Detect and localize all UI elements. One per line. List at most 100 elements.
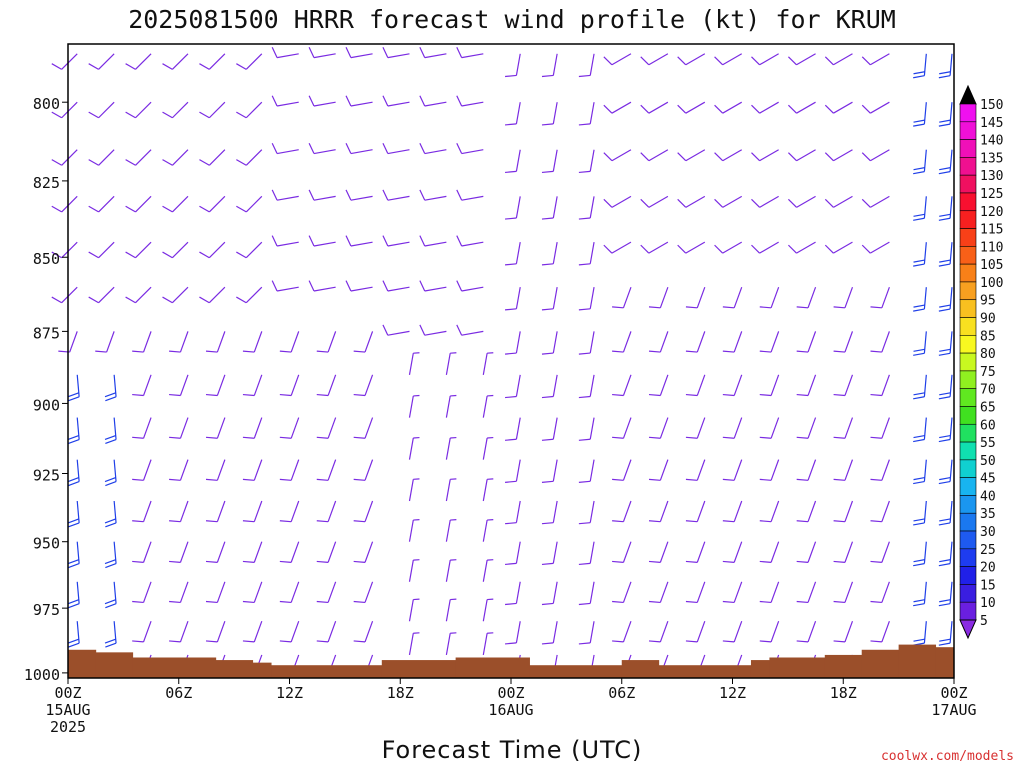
colorbar-label: 145 [980,116,1003,131]
barb-staff [276,286,299,292]
wind-barb [345,95,373,107]
barb-staff [807,459,817,481]
wind-barb [382,280,410,292]
wind-barb [541,541,558,566]
barb-feather [68,438,80,445]
wind-barb [541,242,558,266]
barb-staff [622,541,632,563]
wind-barb [316,331,337,353]
wind-barb [612,417,632,439]
barb-feather [316,393,329,397]
barb-staff [552,242,558,264]
barb-staff [364,581,374,603]
barb-feather [759,306,772,309]
barb-feather [456,280,463,292]
barb-staff [179,459,189,481]
wind-barb [353,459,374,481]
wind-barb [824,101,853,114]
barb-feather [685,393,698,397]
barb-feather [382,235,389,247]
wind-barb [345,47,373,59]
barb-feather [236,205,247,213]
barb-feather [242,600,255,604]
colorbar-label: 100 [980,276,1003,291]
barb-staff [216,459,226,481]
barb-feather [279,600,292,604]
barb-staff [216,581,226,603]
barb-feather [541,74,554,78]
speed-colorbar: 5 10 15 20 25 30 35 40 45 50 55 60 65 70 75 80 85 90 95 100… [959,84,1003,640]
barb-staff [552,541,558,564]
barb-staff [253,500,263,522]
ground-segment [658,665,752,678]
credit-link[interactable]: coolwx.com/models [881,749,1014,764]
barb-staff [276,195,299,201]
wind-barb [938,621,953,646]
wind-barb [913,417,927,443]
x-tick-label: 06Z [165,684,192,702]
barb-staff [208,101,226,119]
barb-feather [125,205,136,213]
wind-barb [833,459,854,481]
barb-feather [648,393,661,397]
wind-barb [603,53,632,66]
barb-feather [913,304,925,308]
barb-staff [770,331,780,353]
colorbar-swatch [959,423,977,443]
barb-feather [308,189,315,201]
barb-staff [833,53,853,66]
colorbar-swatch [959,121,977,140]
barb-feather [751,152,761,162]
colorbar-bottom-arrow [959,619,977,640]
barb-staff [364,417,374,439]
barb-feather [913,348,925,352]
wind-barb [445,394,457,418]
barb-feather [796,306,809,309]
barb-feather [722,560,735,563]
barb-staff [364,621,374,643]
barb-feather [578,522,591,525]
barb-staff [833,149,853,162]
wind-barb [456,95,484,107]
barb-feather [541,562,554,566]
wind-barb [861,53,890,66]
barb-staff [759,241,779,254]
barb-feather [505,522,517,525]
barb-staff [807,417,817,439]
wind-barb [408,519,420,542]
ground-segment [68,649,97,678]
wind-barb [833,581,854,604]
barb-feather [353,393,366,397]
wind-barb [199,149,226,166]
barb-feather [505,480,517,483]
barb-feather [271,47,278,58]
barb-staff [881,374,890,396]
wind-barb [67,621,80,648]
barb-feather [870,640,882,643]
wind-barb [456,142,484,155]
ground-segment [621,660,660,678]
wind-barb [104,621,117,648]
barb-staff [881,417,890,439]
wind-barb [505,500,521,525]
barb-staff [759,149,779,162]
barb-staff [98,195,115,213]
wind-barb [308,235,336,247]
barb-feather [104,638,116,644]
wind-barb [482,394,494,418]
wind-barb [236,286,263,304]
ground-segment [824,654,863,678]
barb-feather [824,244,834,254]
barb-staff [552,53,558,76]
barb-feather [169,436,181,439]
barb-staff [807,621,817,643]
barb-feather [787,198,797,208]
barb-feather [316,640,329,643]
barb-feather [938,563,951,567]
wind-barb [938,287,953,312]
barb-feather [722,640,735,643]
barb-feather [132,393,144,397]
wind-barb [279,621,300,643]
wind-barb [51,149,78,166]
wind-barb [833,621,854,643]
